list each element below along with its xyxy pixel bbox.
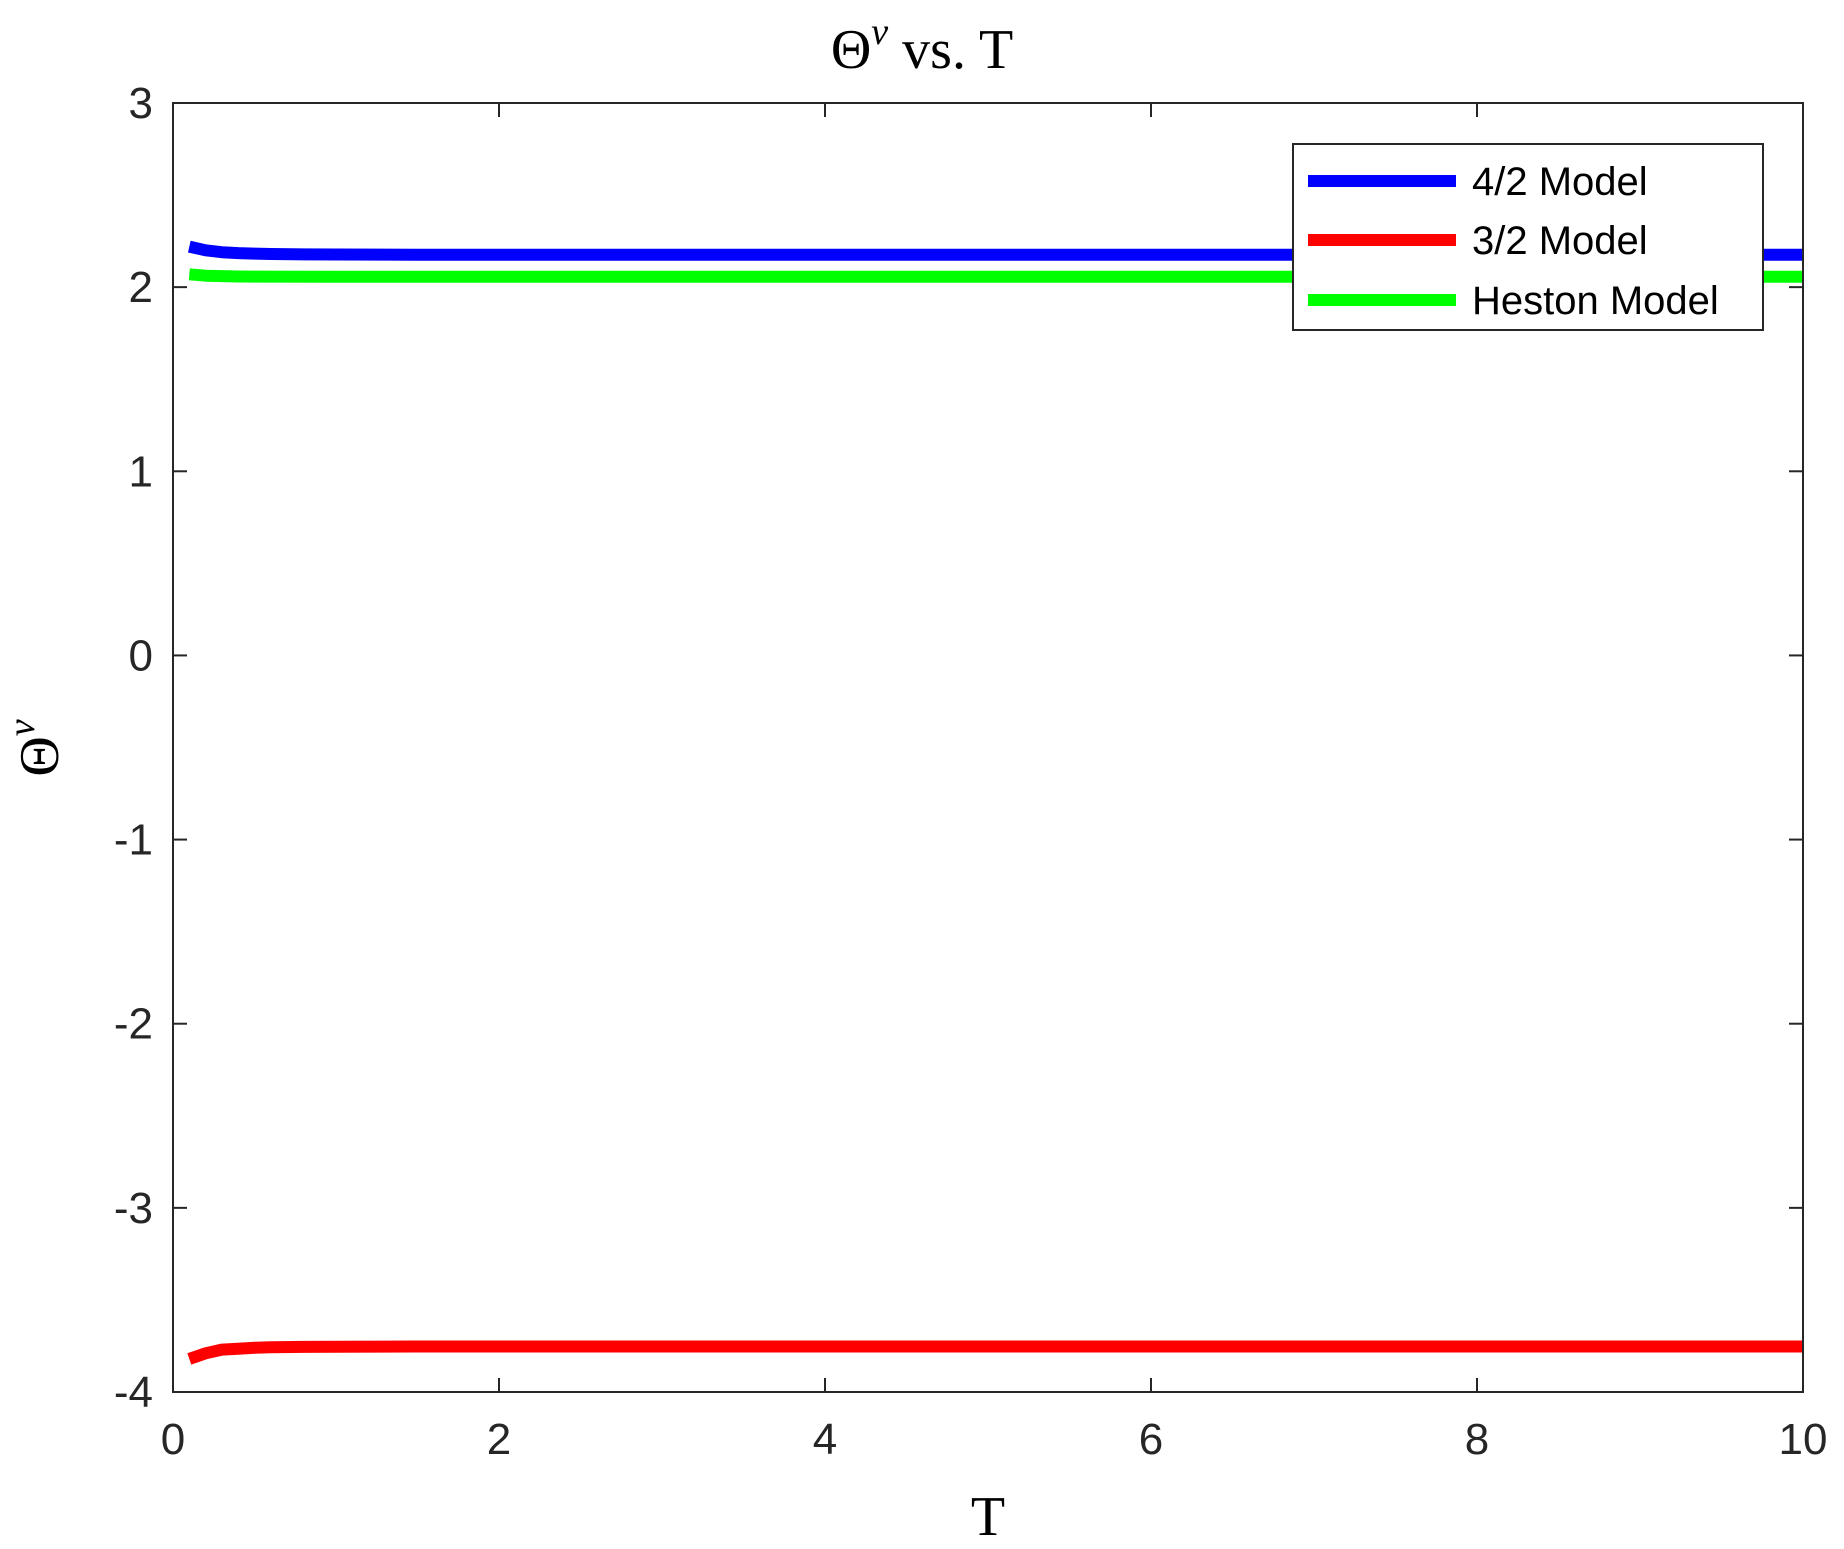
title-theta: Θ xyxy=(831,19,871,81)
title-rest: vs. T xyxy=(888,19,1013,81)
y-tick-label: -2 xyxy=(114,1000,153,1049)
y-tick-label: -1 xyxy=(114,816,153,865)
chart-title: Θv vs. T xyxy=(831,11,1013,81)
ylabel-theta: Θ xyxy=(9,736,71,776)
y-tick-label: 2 xyxy=(129,263,153,312)
legend-label: Heston Model xyxy=(1472,279,1719,323)
x-tick-label: 2 xyxy=(487,1415,511,1464)
legend-label: 3/2 Model xyxy=(1472,219,1648,263)
x-tick-label: 4 xyxy=(813,1415,837,1464)
y-tick-label: -4 xyxy=(114,1368,153,1417)
y-tick-label: 1 xyxy=(129,447,153,496)
x-axis-label: T xyxy=(971,1486,1005,1548)
legend: 4/2 Model 3/2 Model Heston Model xyxy=(1292,143,1764,331)
axes-box xyxy=(172,102,1804,1393)
x-tick-label: 10 xyxy=(1779,1415,1828,1464)
ticks-layer: 0 2 4 6 8 10 -4 -3 -2 -1 0 1 2 3 xyxy=(114,79,1828,1464)
x-tick-label: 8 xyxy=(1465,1415,1489,1464)
y-axis-label: Θv xyxy=(1,719,71,776)
legend-items: 4/2 Model 3/2 Model Heston Model xyxy=(1308,160,1719,323)
y-tick-label: 0 xyxy=(129,631,153,680)
y-tick-label: 3 xyxy=(129,79,153,128)
x-tick-label: 0 xyxy=(161,1415,185,1464)
legend-label: 4/2 Model xyxy=(1472,160,1648,204)
series-line-2 xyxy=(187,1340,1803,1365)
x-tick-label: 6 xyxy=(1139,1415,1163,1464)
y-tick-label: -3 xyxy=(114,1184,153,1233)
ylabel-sup: v xyxy=(1,719,43,736)
title-sup: v xyxy=(871,11,888,53)
